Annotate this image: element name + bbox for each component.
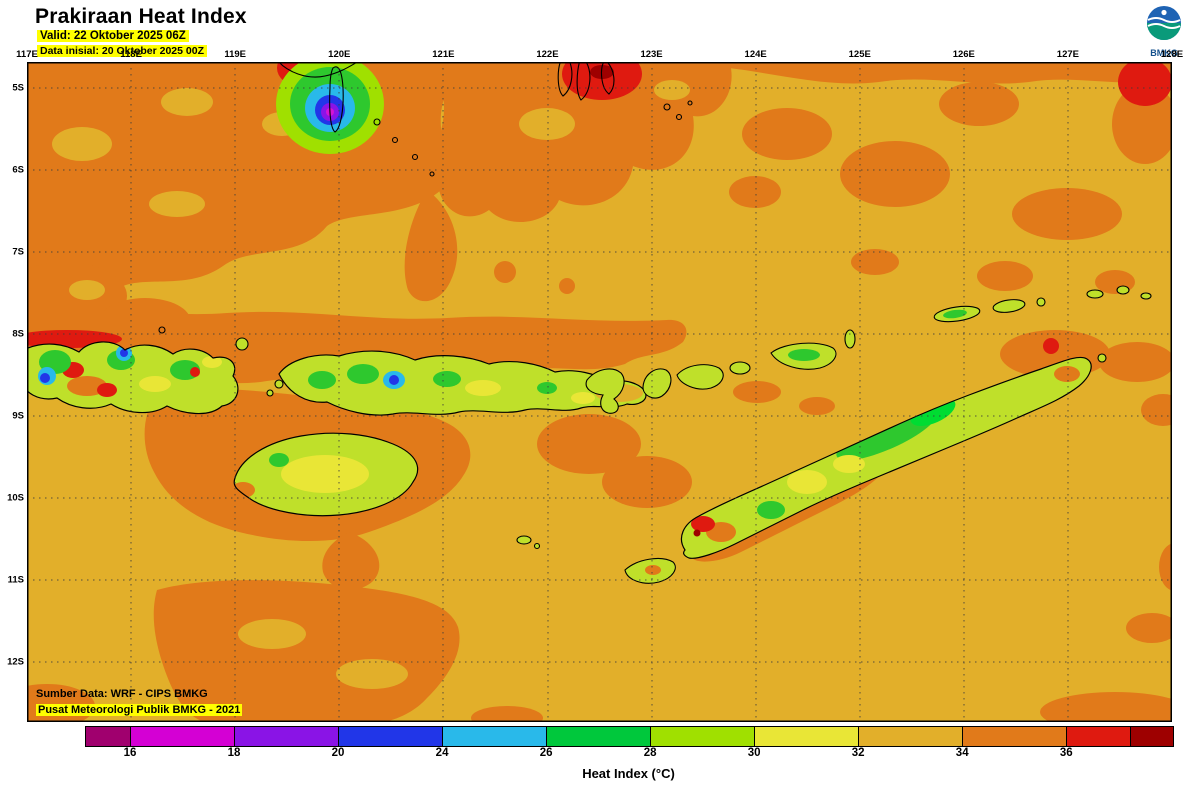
heat-index-map [0, 48, 1191, 732]
lon-label-127E: 127E [1056, 49, 1079, 60]
lat-label-10S: 10S [7, 492, 24, 504]
colorbar-tick-20: 20 [331, 747, 345, 759]
bmkg-logo-text: BMKG [1150, 48, 1178, 58]
lat-label-12S: 12S [7, 656, 24, 668]
colorbar-segment-3 [339, 727, 444, 746]
colorbar-segment-10 [1067, 727, 1132, 746]
small-islands [235, 285, 1152, 584]
lon-label-128E: 128E [1160, 49, 1184, 60]
colorbar-segment-4 [443, 727, 548, 746]
source-data-line: Sumber Data: WRF - CIPS BMKG [36, 688, 208, 700]
lat-label-7S: 7S [12, 246, 24, 258]
colorbar-segment-7 [755, 727, 860, 746]
bmkg-logo-icon [1147, 6, 1181, 40]
colorbar-segment-2 [235, 727, 340, 746]
colorbar-title: Heat Index (°C) [582, 766, 675, 781]
lat-label-9S: 9S [12, 410, 24, 422]
island-sumbawa-lombok [22, 341, 239, 415]
colorbar-tick-36: 36 [1059, 747, 1073, 759]
lat-label-5S: 5S [12, 82, 24, 94]
colorbar-tick-labels: 16 18 20 24 26 28 30 32 34 36 [85, 747, 1172, 762]
lon-label-119E: 119E [224, 49, 247, 60]
lon-label-124E: 124E [744, 49, 767, 60]
colorbar-segment-11 [1131, 727, 1174, 746]
lon-label-117E: 117E [16, 49, 38, 60]
island-timor [680, 356, 1092, 559]
colorbar-tick-26: 26 [539, 747, 553, 759]
lat-label-6S: 6S [12, 164, 24, 176]
sea-gold-patches [52, 80, 690, 689]
lat-label-11S: 11S [7, 574, 24, 586]
colorbar-segment-5 [547, 727, 652, 746]
lon-label-122E: 122E [536, 49, 559, 60]
colorbar-tick-24: 24 [435, 747, 449, 759]
coastline-outlines [158, 59, 693, 334]
colorbar-tick-32: 32 [851, 747, 865, 759]
colorbar [85, 726, 1174, 747]
page-title: Prakiraan Heat Index [35, 5, 247, 28]
lon-label-125E: 125E [848, 49, 871, 60]
colorbar-segment-0 [86, 727, 131, 746]
initial-time-label: Data inisial: 20 Oktober 2025 00Z [37, 45, 207, 57]
lat-label-8S: 8S [12, 328, 24, 340]
colorbar-tick-28: 28 [643, 747, 657, 759]
map-canvas [0, 48, 1191, 732]
colorbar-tick-30: 30 [747, 747, 761, 759]
lon-label-121E: 121E [432, 49, 455, 60]
colorbar-segment-6 [651, 727, 756, 746]
island-flores [278, 350, 647, 416]
grid-lines [27, 62, 1172, 722]
map-border [27, 62, 1172, 722]
lon-label-126E: 126E [952, 49, 975, 60]
colorbar-tick-18: 18 [227, 747, 241, 759]
lon-label-120E: 120E [328, 49, 351, 60]
bmkg-logo: BMKG [1142, 4, 1186, 58]
lon-label-123E: 123E [640, 49, 663, 60]
colorbar-segment-9 [963, 727, 1068, 746]
lon-label-118E: 118E [120, 49, 142, 60]
valid-time-label: Valid: 22 Oktober 2025 06Z [37, 30, 189, 42]
colorbar-tick-34: 34 [955, 747, 969, 759]
producer-line: Pusat Meteorologi Publik BMKG - 2021 [36, 704, 243, 716]
island-sumba [233, 432, 419, 517]
colorbar-segment-8 [859, 727, 964, 746]
colorbar-segment-1 [131, 727, 236, 746]
colorbar-tick-16: 16 [123, 747, 137, 759]
